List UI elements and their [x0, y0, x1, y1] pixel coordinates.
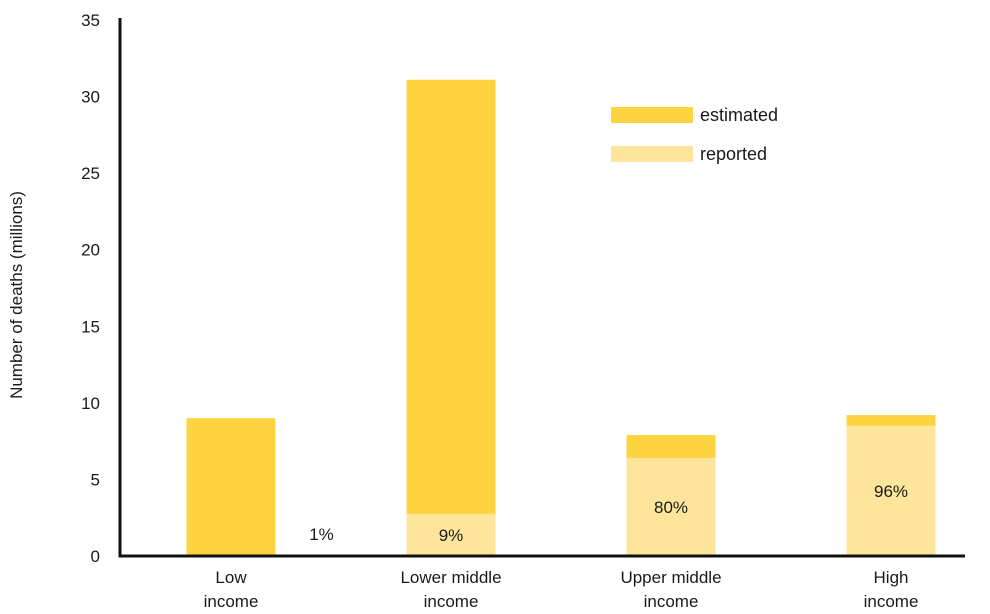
data-label-3: 96%: [874, 482, 908, 501]
bar-estimated-1: [406, 79, 496, 557]
x-tick-label-0-0: Low: [215, 568, 247, 587]
x-tick-label-3-0: High: [874, 568, 909, 587]
bar-reported-2: [626, 457, 716, 556]
data-label-0: 1%: [309, 525, 334, 544]
y-axis-title: Number of deaths (millions): [7, 191, 26, 399]
legend: estimated reported: [611, 105, 778, 164]
bars-layer: [186, 79, 936, 557]
y-tick-label-0: 0: [91, 547, 100, 566]
bar-estimated-0: [186, 418, 276, 556]
labels-layer: 1% 9% 80% 96%: [309, 482, 908, 545]
legend-estimated-swatch: [611, 107, 693, 123]
x-tick-label-2-1: income: [644, 592, 699, 611]
bar-reported-3: [846, 425, 936, 556]
x-tick-label-1-1: income: [424, 592, 479, 611]
legend-estimated-label: estimated: [700, 105, 778, 125]
y-tick-label-20: 20: [81, 241, 100, 260]
y-tick-label-10: 10: [81, 394, 100, 413]
bar-reported-1: [406, 513, 496, 556]
y-tick-label-35: 35: [81, 11, 100, 30]
y-tick-label-15: 15: [81, 317, 100, 336]
x-tick-label-0-1: income: [204, 592, 259, 611]
y-tick-label-30: 30: [81, 88, 100, 107]
x-tick-label-3-1: income: [864, 592, 919, 611]
x-tick-label-1-0: Lower middle: [400, 568, 501, 587]
x-tick-label-2-0: Upper middle: [620, 568, 721, 587]
y-tick-label-25: 25: [81, 164, 100, 183]
y-tick-label-5: 5: [91, 470, 100, 489]
axes-layer: 0 5 10 15 20 25 30 35 Low income Lower middle incom…: [81, 11, 965, 611]
legend-reported-swatch: [611, 146, 693, 162]
data-label-1: 9%: [439, 526, 464, 545]
legend-reported-label: reported: [700, 144, 767, 164]
data-label-2: 80%: [654, 498, 688, 517]
